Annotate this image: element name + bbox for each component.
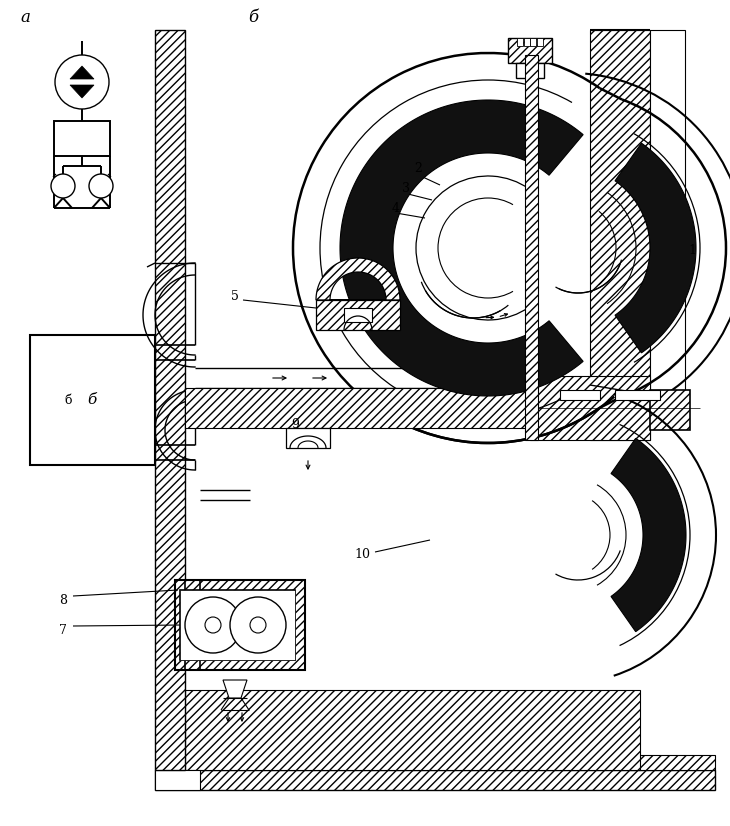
Polygon shape xyxy=(530,38,536,46)
Polygon shape xyxy=(70,66,94,79)
Circle shape xyxy=(55,55,109,109)
Circle shape xyxy=(230,597,286,653)
Polygon shape xyxy=(517,38,523,46)
Polygon shape xyxy=(180,590,295,660)
Polygon shape xyxy=(508,38,552,63)
Circle shape xyxy=(250,617,266,633)
Polygon shape xyxy=(590,395,650,440)
Polygon shape xyxy=(524,38,530,46)
Circle shape xyxy=(185,597,241,653)
Polygon shape xyxy=(615,390,660,400)
Polygon shape xyxy=(344,308,372,322)
Text: 2: 2 xyxy=(414,162,422,174)
Text: 7: 7 xyxy=(59,624,67,637)
Polygon shape xyxy=(590,30,650,385)
Polygon shape xyxy=(185,690,640,770)
Polygon shape xyxy=(155,770,715,790)
Polygon shape xyxy=(516,63,544,78)
Polygon shape xyxy=(223,680,247,698)
Text: 3: 3 xyxy=(402,182,410,194)
Polygon shape xyxy=(340,100,583,396)
Text: a: a xyxy=(20,10,30,26)
Text: 1: 1 xyxy=(688,244,696,257)
Polygon shape xyxy=(180,590,295,660)
Text: 4: 4 xyxy=(392,202,400,215)
Text: 8: 8 xyxy=(59,594,67,606)
Circle shape xyxy=(51,174,75,198)
Bar xyxy=(30,335,155,465)
Polygon shape xyxy=(70,85,94,98)
Text: б: б xyxy=(64,393,72,406)
Polygon shape xyxy=(155,770,200,790)
Text: б: б xyxy=(248,10,258,26)
Polygon shape xyxy=(537,38,543,46)
Polygon shape xyxy=(286,428,330,448)
Polygon shape xyxy=(185,388,530,428)
Polygon shape xyxy=(650,30,685,395)
Polygon shape xyxy=(155,30,185,770)
Text: б: б xyxy=(88,393,96,407)
Bar xyxy=(54,121,110,156)
Text: 10: 10 xyxy=(354,548,370,562)
Circle shape xyxy=(89,174,113,198)
Polygon shape xyxy=(316,300,400,330)
Polygon shape xyxy=(650,390,690,430)
Polygon shape xyxy=(316,258,400,300)
Polygon shape xyxy=(630,755,715,770)
Text: 9: 9 xyxy=(291,417,299,430)
Text: 5: 5 xyxy=(231,289,239,302)
Polygon shape xyxy=(175,580,305,670)
Polygon shape xyxy=(615,143,696,353)
Polygon shape xyxy=(611,439,686,632)
Polygon shape xyxy=(560,390,600,400)
Circle shape xyxy=(205,617,221,633)
Polygon shape xyxy=(525,55,538,440)
Polygon shape xyxy=(530,376,650,440)
